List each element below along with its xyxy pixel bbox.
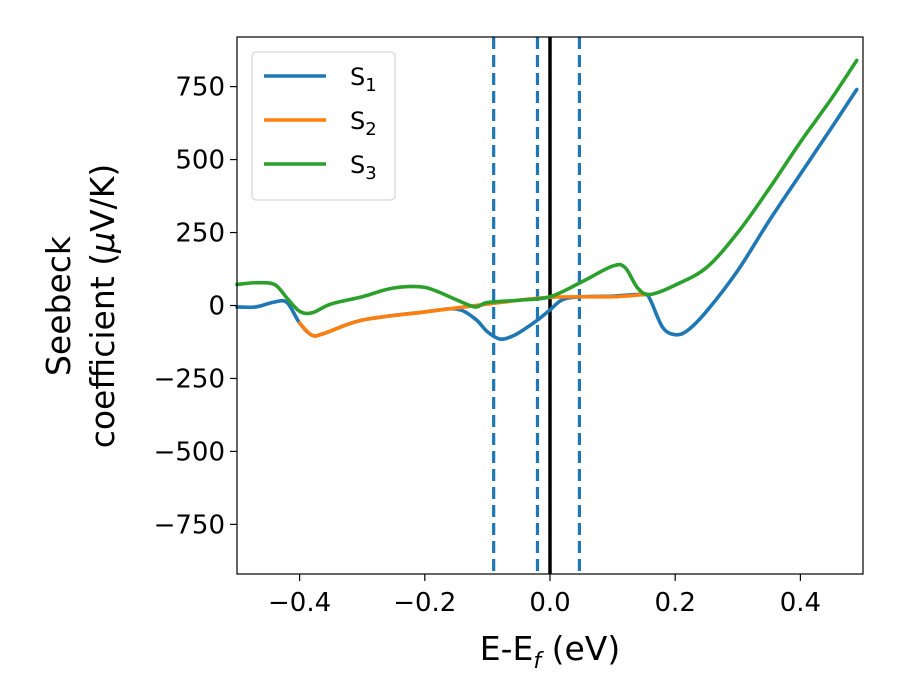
legend-items: S1 S2 S3	[264, 63, 377, 184]
x-tick-label: 0.2	[655, 588, 696, 618]
y-tick-label: 750	[175, 73, 225, 103]
series-lines	[235, 58, 859, 342]
legend-label-s3: S3	[350, 151, 377, 184]
y-axis-title: Seebeck coefficient (μV/K)	[39, 164, 122, 449]
legend-label-s2: S2	[350, 107, 377, 140]
reference-lines	[492, 37, 582, 574]
y-tick-label: 0	[208, 292, 225, 322]
x-axis-ticks: −0.4 −0.2 0.0 0.2 0.4	[268, 574, 821, 618]
y-axis-title-line2: coefficient (μV/K)	[83, 164, 122, 449]
x-tick-label: −0.2	[393, 588, 456, 618]
legend: S1 S2 S3	[251, 51, 396, 201]
series-line-s2	[297, 292, 646, 338]
y-axis-title-line1: Seebeck	[39, 235, 78, 376]
y-axis-ticks: 750 500 250 0 −250 −500 −750	[154, 73, 237, 540]
y-tick-label: −250	[154, 364, 225, 394]
legend-label-s1: S1	[350, 63, 377, 96]
y-tick-label: 500	[175, 146, 225, 176]
x-tick-label: −0.4	[268, 588, 331, 618]
x-tick-label: 0.4	[780, 588, 821, 618]
x-axis-title: E-Ef (eV)	[480, 629, 620, 674]
y-tick-label: −750	[154, 510, 225, 540]
x-tick-label: 0.0	[529, 588, 570, 618]
y-tick-label: −500	[154, 437, 225, 467]
series-line-s3	[235, 58, 859, 316]
y-tick-label: 250	[175, 219, 225, 249]
